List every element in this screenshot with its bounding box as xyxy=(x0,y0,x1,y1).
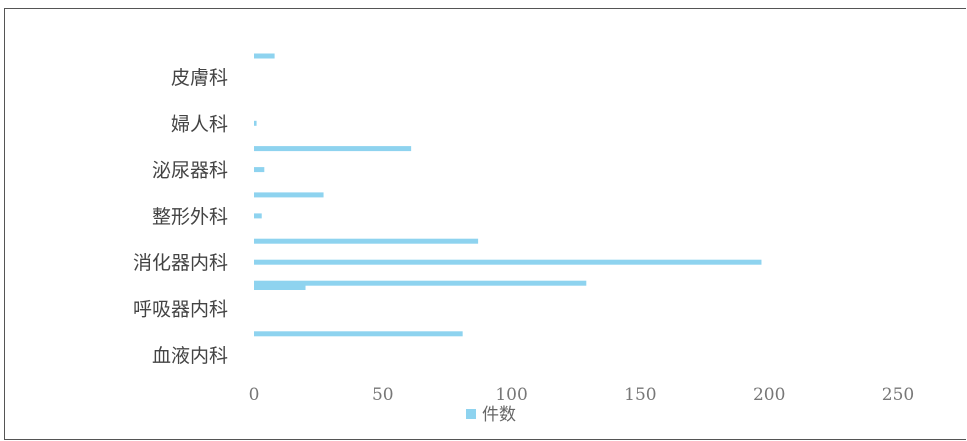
bar xyxy=(254,331,463,337)
bar xyxy=(254,146,412,152)
bar xyxy=(254,120,257,126)
chart-frame xyxy=(4,8,966,440)
category-label: 泌尿器科 xyxy=(152,160,228,182)
bar xyxy=(254,213,262,219)
x-tick-label: 150 xyxy=(624,385,656,405)
category-label: 呼吸器内科 xyxy=(133,299,228,321)
bar xyxy=(254,285,306,290)
x-tick-label: 100 xyxy=(495,385,527,405)
bar xyxy=(254,238,479,244)
bar xyxy=(254,53,275,59)
x-tick-label: 50 xyxy=(372,385,394,405)
bar xyxy=(254,167,265,173)
bar xyxy=(254,259,762,265)
x-tick-label: 0 xyxy=(249,385,260,405)
bar xyxy=(254,280,587,286)
legend-label: 件数 xyxy=(482,405,516,425)
category-label: 皮膚科 xyxy=(171,67,228,89)
category-label: 血液内科 xyxy=(152,345,228,367)
category-label: 婦人科 xyxy=(171,113,228,135)
category-label: 整形外科 xyxy=(152,206,228,228)
legend-swatch xyxy=(466,409,476,419)
bar xyxy=(254,192,324,198)
category-label: 消化器内科 xyxy=(133,252,228,274)
x-tick-label: 250 xyxy=(882,385,914,405)
x-tick-label: 200 xyxy=(753,385,785,405)
